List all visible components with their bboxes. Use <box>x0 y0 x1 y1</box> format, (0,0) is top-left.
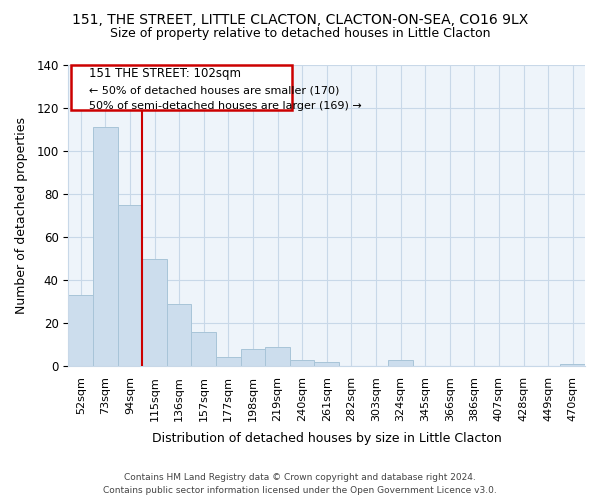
Text: Size of property relative to detached houses in Little Clacton: Size of property relative to detached ho… <box>110 28 490 40</box>
Bar <box>241 349 265 366</box>
Bar <box>118 205 142 366</box>
X-axis label: Distribution of detached houses by size in Little Clacton: Distribution of detached houses by size … <box>152 432 502 445</box>
FancyBboxPatch shape <box>71 65 292 110</box>
Bar <box>388 360 413 366</box>
Text: 151 THE STREET: 102sqm: 151 THE STREET: 102sqm <box>89 67 241 80</box>
Bar <box>560 364 585 366</box>
Bar <box>314 362 339 366</box>
Bar <box>142 258 167 366</box>
Bar <box>167 304 191 366</box>
Y-axis label: Number of detached properties: Number of detached properties <box>15 117 28 314</box>
Bar <box>191 332 216 366</box>
Bar <box>68 295 93 366</box>
Text: 50% of semi-detached houses are larger (169) →: 50% of semi-detached houses are larger (… <box>89 101 361 111</box>
Bar <box>290 360 314 366</box>
Text: Contains HM Land Registry data © Crown copyright and database right 2024.
Contai: Contains HM Land Registry data © Crown c… <box>103 474 497 495</box>
Bar <box>93 128 118 366</box>
Bar <box>265 346 290 366</box>
Text: 151, THE STREET, LITTLE CLACTON, CLACTON-ON-SEA, CO16 9LX: 151, THE STREET, LITTLE CLACTON, CLACTON… <box>72 12 528 26</box>
Text: ← 50% of detached houses are smaller (170): ← 50% of detached houses are smaller (17… <box>89 86 339 96</box>
Bar <box>216 358 241 366</box>
